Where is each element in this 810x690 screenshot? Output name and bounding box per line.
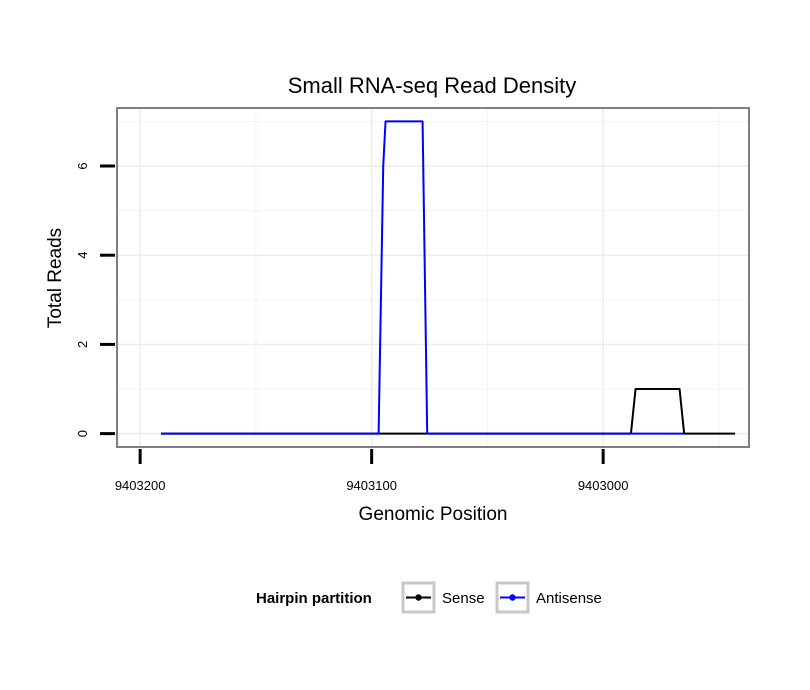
legend-title: Hairpin partition (256, 590, 372, 607)
x-tick-label: 9403100 (346, 478, 397, 493)
x-tick-label: 9403200 (115, 478, 166, 493)
legend-key-marker (415, 594, 422, 601)
y-tick-label: 6 (75, 162, 90, 169)
series-layer (160, 120, 736, 435)
x-tick-label: 9403000 (578, 478, 629, 493)
plot-border (116, 107, 750, 448)
y-tick-label: 2 (75, 341, 90, 348)
y-tick-label: 0 (75, 430, 90, 437)
chart-title: Small RNA-seq Read Density (288, 73, 577, 98)
legend-label-sense: Sense (442, 590, 485, 607)
plot-panel (117, 108, 749, 447)
y-axis: 0 2 4 6 (75, 162, 115, 437)
series-line-antisense (160, 120, 685, 435)
x-axis: 9403200 9403100 9403000 (115, 449, 629, 493)
legend: Hairpin partition Sense Antisense (256, 581, 602, 614)
y-axis-label: Total Reads (45, 228, 66, 328)
y-tick-label: 4 (75, 252, 90, 259)
legend-label-antisense: Antisense (536, 590, 602, 607)
legend-key-marker (509, 594, 516, 601)
x-axis-label: Genomic Position (359, 504, 508, 525)
